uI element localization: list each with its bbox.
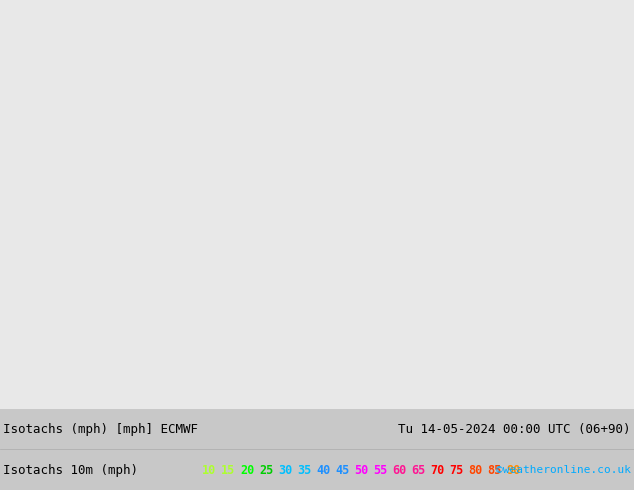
- Text: 85: 85: [488, 464, 501, 477]
- Text: 10: 10: [202, 464, 216, 477]
- Text: Isotachs (mph) [mph] ECMWF: Isotachs (mph) [mph] ECMWF: [3, 423, 198, 436]
- Text: 70: 70: [430, 464, 444, 477]
- Text: 15: 15: [221, 464, 235, 477]
- Text: 35: 35: [297, 464, 311, 477]
- Text: Isotachs 10m (mph): Isotachs 10m (mph): [3, 464, 138, 477]
- Text: 55: 55: [373, 464, 387, 477]
- Text: 65: 65: [411, 464, 425, 477]
- Text: ©weatheronline.co.uk: ©weatheronline.co.uk: [496, 466, 631, 475]
- Bar: [0, 409, 634, 490]
- Text: 60: 60: [392, 464, 406, 477]
- Text: Tu 14-05-2024 00:00 UTC (06+90): Tu 14-05-2024 00:00 UTC (06+90): [398, 423, 631, 436]
- Text: 75: 75: [450, 464, 463, 477]
- Text: 80: 80: [469, 464, 482, 477]
- Text: 45: 45: [335, 464, 349, 477]
- Text: 90: 90: [507, 464, 521, 477]
- Text: 40: 40: [316, 464, 330, 477]
- Text: 25: 25: [259, 464, 273, 477]
- Text: 20: 20: [240, 464, 254, 477]
- Text: 50: 50: [354, 464, 368, 477]
- Text: 30: 30: [278, 464, 292, 477]
